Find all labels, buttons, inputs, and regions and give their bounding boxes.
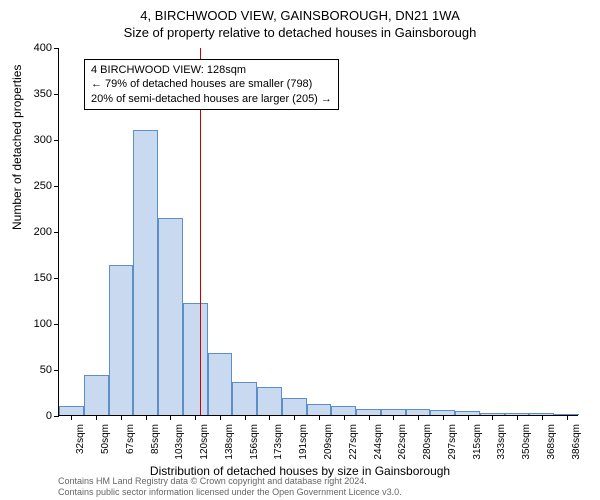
histogram-bar [84,375,109,415]
x-tick [393,415,394,420]
y-tick [54,94,59,95]
x-tick-label: 333sqm [496,424,507,460]
x-tick [492,415,493,420]
x-tick-label: 120sqm [199,424,210,460]
x-tick-label: 173sqm [273,424,284,460]
x-tick [71,415,72,420]
x-tick-label: 209sqm [323,424,334,460]
x-tick [418,415,419,420]
y-tick-label: 0 [22,410,52,422]
y-tick [54,370,59,371]
y-tick-label: 200 [22,226,52,238]
histogram-bar [59,406,84,415]
x-tick-label: 297sqm [447,424,458,460]
y-tick-label: 250 [22,180,52,192]
x-tick [96,415,97,420]
attribution-line-2: Contains public sector information licen… [58,487,402,498]
x-tick-label: 227sqm [348,424,359,460]
histogram-bar [257,387,282,415]
x-tick-label: 156sqm [249,424,260,460]
x-tick-label: 50sqm [100,424,111,454]
histogram-bar [133,130,158,415]
y-tick [54,140,59,141]
chart-title-sub: Size of property relative to detached ho… [0,23,600,40]
attribution-text: Contains HM Land Registry data © Crown c… [58,476,402,498]
annotation-line-3: 20% of semi-detached houses are larger (… [91,92,332,106]
x-tick [121,415,122,420]
x-tick [517,415,518,420]
y-tick [54,48,59,49]
y-tick [54,416,59,417]
x-tick [170,415,171,420]
x-tick [146,415,147,420]
x-tick [294,415,295,420]
x-tick [195,415,196,420]
annotation-line-1: 4 BIRCHWOOD VIEW: 128sqm [91,63,332,77]
y-tick-label: 350 [22,88,52,100]
x-tick [220,415,221,420]
histogram-bar [282,398,307,415]
x-tick-label: 191sqm [298,424,309,460]
x-tick [269,415,270,420]
x-tick-label: 262sqm [397,424,408,460]
histogram-bar [331,406,356,415]
x-tick-label: 350sqm [521,424,532,460]
chart-title-main: 4, BIRCHWOOD VIEW, GAINSBOROUGH, DN21 1W… [0,0,600,23]
x-tick-label: 244sqm [373,424,384,460]
x-tick [319,415,320,420]
x-tick [245,415,246,420]
y-tick [54,324,59,325]
x-tick-label: 138sqm [224,424,235,460]
x-tick [468,415,469,420]
histogram-bar [109,265,134,415]
histogram-bar [307,404,332,415]
x-tick-label: 368sqm [546,424,557,460]
x-tick [567,415,568,420]
x-tick-label: 280sqm [422,424,433,460]
x-tick [542,415,543,420]
x-tick-label: 85sqm [150,424,161,454]
histogram-bar [208,353,233,415]
x-tick [369,415,370,420]
x-tick-label: 67sqm [125,424,136,454]
y-tick-label: 100 [22,318,52,330]
x-tick-label: 103sqm [174,424,185,460]
x-tick [443,415,444,420]
attribution-line-1: Contains HM Land Registry data © Crown c… [58,476,402,487]
y-tick [54,278,59,279]
annotation-box: 4 BIRCHWOOD VIEW: 128sqm ← 79% of detach… [84,59,339,110]
histogram-bar [232,382,257,415]
y-tick-label: 150 [22,272,52,284]
annotation-line-2: ← 79% of detached houses are smaller (79… [91,77,332,91]
y-tick [54,232,59,233]
histogram-bar [183,303,208,415]
x-tick-label: 386sqm [571,424,582,460]
histogram-bar [158,218,183,415]
y-tick-label: 300 [22,134,52,146]
y-tick-label: 400 [22,42,52,54]
x-tick [344,415,345,420]
y-tick [54,186,59,187]
y-tick-label: 50 [22,364,52,376]
x-tick-label: 32sqm [75,424,86,454]
x-tick-label: 315sqm [472,424,483,460]
chart-container: 05010015020025030035040032sqm50sqm67sqm8… [58,48,578,416]
